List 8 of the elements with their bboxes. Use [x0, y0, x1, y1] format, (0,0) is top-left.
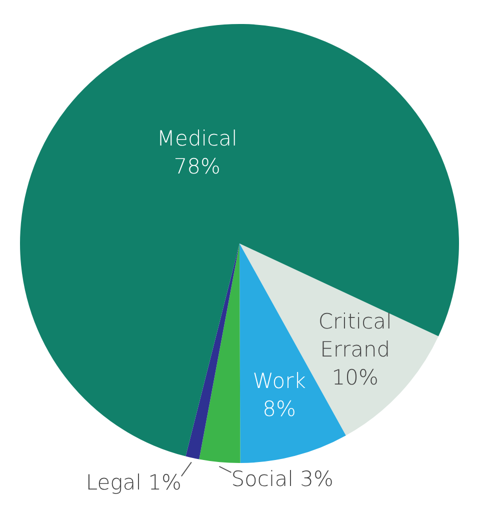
slice-label: Legal 1%	[86, 470, 182, 495]
slice-label: Social 3%	[231, 466, 334, 491]
data-label: 78%	[174, 154, 220, 179]
slice-label: Work	[252, 368, 306, 393]
data-label: 8%	[262, 396, 296, 421]
slice-label: Critical Errand	[318, 310, 392, 362]
data-label: 10%	[332, 366, 378, 390]
slice-label: Medical	[156, 126, 238, 151]
